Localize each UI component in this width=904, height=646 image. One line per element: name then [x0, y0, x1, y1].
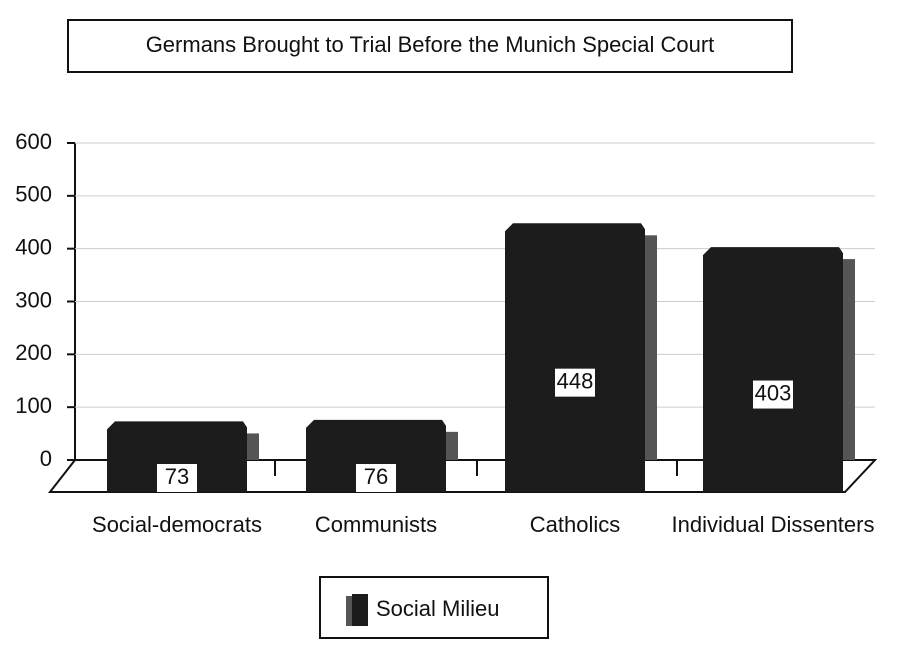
value-label: 448 [557, 368, 594, 393]
value-label-box [356, 464, 396, 492]
legend-swatch-side [346, 596, 354, 626]
bar-side [247, 433, 259, 460]
value-label-box [753, 380, 793, 409]
bar-side [843, 259, 855, 460]
y-tick-label: 400 [15, 234, 52, 259]
y-tick-label: 600 [15, 129, 52, 154]
y-tick-label: 300 [15, 287, 52, 312]
x-tick-label: Social-democrats [92, 512, 262, 537]
value-label: 73 [165, 464, 189, 489]
value-label-box [157, 464, 197, 492]
title-box [67, 19, 793, 73]
bar [306, 419, 446, 492]
x-tick-label: Catholics [530, 512, 620, 537]
value-label: 76 [364, 464, 388, 489]
y-tick-label: 0 [40, 446, 52, 471]
x-tick-label: Individual Dissenters [672, 512, 875, 537]
bar [107, 421, 247, 492]
value-label: 403 [755, 380, 792, 405]
x-tick-label: Communists [315, 512, 437, 537]
bar-side [446, 431, 458, 460]
bar-side [645, 235, 657, 460]
legend-label: Social Milieu [376, 596, 500, 621]
chart-title: Germans Brought to Trial Before the Muni… [146, 32, 715, 57]
marks: 73 76 448 403 [75, 142, 875, 492]
y-tick-label: 500 [15, 182, 52, 207]
value-label-box [555, 368, 595, 397]
bar [505, 223, 645, 492]
y-tick-label: 100 [15, 393, 52, 418]
bar [703, 247, 843, 492]
legend-swatch [352, 594, 368, 626]
y-tick-label: 200 [15, 340, 52, 365]
